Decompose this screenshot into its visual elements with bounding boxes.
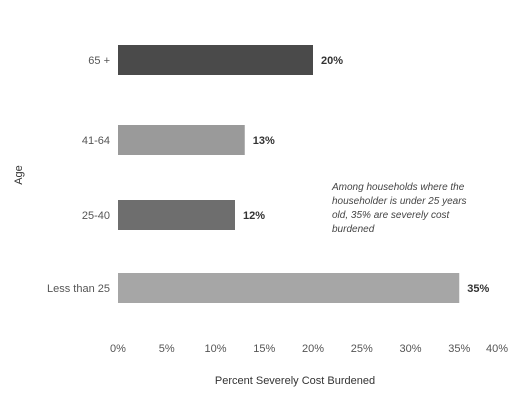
annotation-line-2: old, 35% are severely cost [332,210,451,221]
x-tick-label-8: 40% [486,343,508,355]
data-label-0: 20% [321,55,343,67]
annotation-line-0: Among households where the [331,182,465,193]
category-label-0: 65 + [88,55,110,67]
category-labels: 65 + 41-64 25-40 Less than 25 [47,55,110,295]
data-label-2: 12% [243,210,265,222]
x-tick-label-5: 25% [351,343,373,355]
category-label-3: Less than 25 [47,283,110,295]
x-tick-label-1: 5% [159,343,175,355]
bars-layer: 20% 13% 12% 35% [118,45,489,303]
bar-1 [118,125,245,155]
category-label-1: 41-64 [82,135,110,147]
bar-0 [118,45,313,75]
data-label-3: 35% [467,283,489,295]
annotation-line-1: householder is under 25 years [332,196,467,207]
category-label-2: 25-40 [82,210,110,222]
data-label-1: 13% [253,135,275,147]
annotation-line-3: burdened [332,224,375,235]
x-tick-label-6: 30% [399,343,421,355]
annotation: Among households where the householder is… [331,182,467,235]
x-tick-label-0: 0% [110,343,126,355]
bar-3 [118,273,460,303]
x-axis-title: Percent Severely Cost Burdened [215,375,375,387]
x-tick-label-7: 35% [448,343,470,355]
bar-2 [118,200,235,230]
x-tick-label-3: 15% [253,343,275,355]
x-tick-label-4: 20% [302,343,324,355]
x-tick-label-2: 10% [204,343,226,355]
y-axis-title: Age [13,165,25,185]
x-tick-labels: 0% 5% 10% 15% 20% 25% 30% 35% 40% [110,343,508,355]
